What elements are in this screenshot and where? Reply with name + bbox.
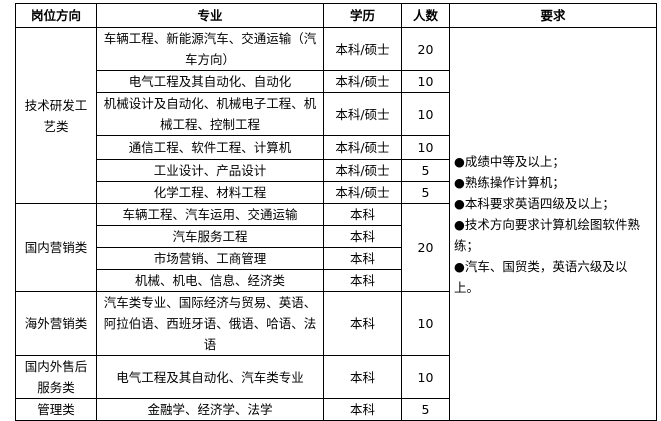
major-cell: 工业设计、产品设计 (96, 159, 324, 182)
major-cell: 化学工程、材料工程 (96, 181, 324, 204)
recruitment-table: 岗位方向 专业 学历 人数 要求 技术研发工艺类 车辆工程、新能源汽车、交通运输… (15, 3, 657, 421)
header-row: 岗位方向 专业 学历 人数 要求 (15, 3, 657, 28)
table-row: 电气工程及其自动化、自动化 本科/硕士 10 (16, 70, 657, 93)
table-row: 技术研发工艺类 车辆工程、新能源汽车、交通运输（汽车方向） 本科/硕士 20 ●… (15, 27, 657, 421)
major-cell: 电气工程及其自动化、自动化 (96, 70, 324, 93)
degree-cell: 本科 (323, 269, 402, 292)
degree-cell: 本科 (323, 355, 402, 399)
direction-cell: 技术研发工艺类 (15, 27, 97, 204)
major-cell: 市场营销、工商管理 (96, 247, 324, 270)
degree-cell: 本科 (323, 291, 402, 356)
major-cell: 机械设计及自动化、机械电子工程、机械工程、控制工程 (96, 92, 324, 136)
header-requirements: 要求 (449, 3, 657, 28)
major-cell: 机械、机电、信息、经济类 (96, 269, 324, 292)
degree-cell: 本科 (323, 247, 402, 270)
count-cell: 10 (401, 355, 450, 399)
degree-cell: 本科/硕士 (323, 70, 402, 93)
degree-cell: 本科 (323, 398, 402, 421)
count-cell: 5 (401, 181, 450, 204)
requirement-item: ●汽车、国贸类，英语六级及以上。 (454, 258, 628, 295)
table-row: 通信工程、软件工程、计算机 本科/硕士 10 (16, 135, 657, 160)
degree-cell: 本科/硕士 (323, 92, 402, 136)
direction-cell: 海外营销类 (15, 291, 97, 356)
header-direction: 岗位方向 (15, 3, 97, 28)
table-row: 国内外售后服务类 电气工程及其自动化、汽车类专业 本科 10 (15, 355, 657, 399)
degree-cell: 本科 (323, 225, 402, 248)
count-cell: 10 (401, 291, 450, 356)
direction-cell: 国内营销类 (15, 203, 97, 292)
major-cell: 汽车服务工程 (96, 225, 324, 248)
requirement-item: ●熟练操作计算机； (454, 174, 565, 190)
count-cell: 10 (401, 135, 450, 160)
count-cell: 20 (401, 27, 450, 71)
count-cell: 20 (401, 203, 450, 292)
major-cell: 汽车类专业、国际经济与贸易、英语、阿拉伯语、西班牙语、俄语、哈语、法语 (96, 291, 324, 356)
degree-cell: 本科 (323, 203, 402, 226)
table-row: 国内营销类 车辆工程、汽车运用、交通运输 本科 20 (15, 203, 657, 292)
table-row: 管理类 金融学、经济学、法学 本科 5 (15, 398, 657, 421)
count-cell: 5 (401, 398, 450, 421)
requirement-item: ●本科要求英语四级及以上； (454, 195, 615, 211)
requirements-cell: ●成绩中等及以上； ●熟练操作计算机； ●本科要求英语四级及以上； ●技术方向要… (449, 27, 657, 421)
count-cell: 10 (401, 70, 450, 93)
degree-cell: 本科/硕士 (323, 181, 402, 204)
degree-cell: 本科/硕士 (323, 27, 402, 71)
header-count: 人数 (401, 3, 450, 28)
header-major: 专业 (96, 3, 324, 28)
direction-cell: 管理类 (15, 398, 97, 421)
degree-cell: 本科/硕士 (323, 135, 402, 160)
major-cell: 车辆工程、汽车运用、交通运输 (96, 203, 324, 226)
major-cell: 金融学、经济学、法学 (96, 398, 324, 421)
count-cell: 5 (401, 159, 450, 182)
requirement-item: ●技术方向要求计算机绘图软件熟练； (454, 216, 640, 253)
count-cell: 10 (401, 92, 450, 136)
direction-cell: 国内外售后服务类 (15, 355, 97, 399)
table-row: 工业设计、产品设计 本科/硕士 5 (16, 159, 657, 182)
degree-cell: 本科/硕士 (323, 159, 402, 182)
requirement-item: ●成绩中等及以上； (454, 153, 565, 169)
major-cell: 电气工程及其自动化、汽车类专业 (96, 355, 324, 399)
header-degree: 学历 (323, 3, 402, 28)
major-cell: 车辆工程、新能源汽车、交通运输（汽车方向） (96, 27, 324, 71)
major-cell: 通信工程、软件工程、计算机 (96, 135, 324, 160)
table-row: 机械设计及自动化、机械电子工程、机械工程、控制工程 本科/硕士 10 (16, 92, 657, 136)
